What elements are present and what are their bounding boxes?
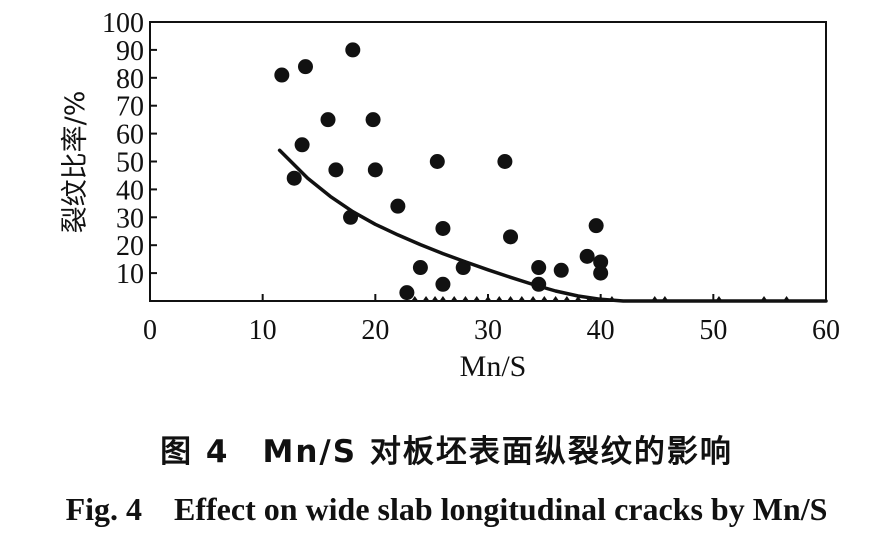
circle-point	[320, 112, 336, 128]
circle-point	[593, 265, 609, 281]
triangle-point	[507, 296, 515, 301]
circle-point	[390, 198, 406, 214]
circle-point	[297, 59, 313, 75]
x-tick-label: 40	[587, 315, 615, 346]
circle-point	[286, 170, 302, 186]
x-tick-label: 0	[143, 315, 157, 346]
y-tick-label: 50	[116, 148, 144, 179]
y-tick-label: 20	[116, 231, 144, 262]
figure-caption-english: Fig. 4 Effect on wide slab longitudinal …	[65, 491, 828, 527]
trend-line	[277, 148, 828, 303]
circle-point	[399, 285, 415, 301]
data-points	[274, 42, 791, 301]
triangle-point	[439, 296, 447, 301]
circle-point	[365, 112, 381, 128]
circle-point	[531, 260, 547, 276]
circle-point	[503, 229, 519, 245]
circle-point	[294, 137, 310, 153]
y-tick-label: 100	[102, 8, 144, 39]
triangle-point	[552, 296, 560, 301]
y-tick-label: 80	[116, 64, 144, 95]
x-tick-label: 30	[474, 315, 502, 346]
triangle-point	[484, 296, 492, 301]
triangle-point	[411, 296, 419, 301]
trend-curve	[277, 148, 828, 303]
x-axis-label: Mn/S	[460, 350, 527, 383]
y-axis-label: 裂纹比率/%	[60, 91, 91, 234]
triangle-point	[518, 296, 526, 301]
y-tick-label: 70	[116, 92, 144, 123]
circle-point	[328, 162, 344, 178]
triangle-point	[574, 296, 582, 301]
figure-caption-chinese: 图 4 Mn/S 对板坯表面纵裂纹的影响	[160, 434, 733, 470]
triangle-point	[450, 296, 458, 301]
triangle-point	[495, 296, 503, 301]
triangle-point	[529, 296, 537, 301]
y-tick-label: 10	[116, 259, 144, 290]
y-tick-label: 90	[116, 36, 144, 67]
circle-point	[274, 67, 290, 83]
y-tick-label: 60	[116, 120, 144, 151]
y-tick-label: 30	[116, 203, 144, 234]
x-tick-label: 60	[812, 315, 840, 346]
circle-point	[435, 276, 451, 292]
circle-point	[553, 262, 569, 278]
triangle-point	[563, 296, 571, 301]
circle-point	[367, 162, 383, 178]
circle-point	[412, 260, 428, 276]
y-tick-label: 40	[116, 175, 144, 206]
circle-point	[345, 42, 361, 58]
x-tick-label: 20	[361, 315, 389, 346]
triangle-point	[473, 296, 481, 301]
axes	[149, 21, 827, 302]
triangle-point	[431, 296, 439, 301]
triangle-point	[461, 296, 469, 301]
x-tick-label: 10	[249, 315, 277, 346]
circle-point	[579, 248, 595, 264]
circle-point	[429, 154, 445, 169]
triangle-point	[422, 296, 430, 301]
circle-point	[497, 154, 513, 169]
circle-point	[435, 220, 451, 236]
x-axis-ticks: 0 10 20 30 40 50 60	[143, 294, 840, 346]
x-tick-label: 50	[699, 315, 727, 346]
plot-frame	[149, 21, 827, 302]
triangle-point	[540, 296, 548, 301]
circle-point	[593, 254, 609, 270]
circle-point	[588, 218, 604, 234]
